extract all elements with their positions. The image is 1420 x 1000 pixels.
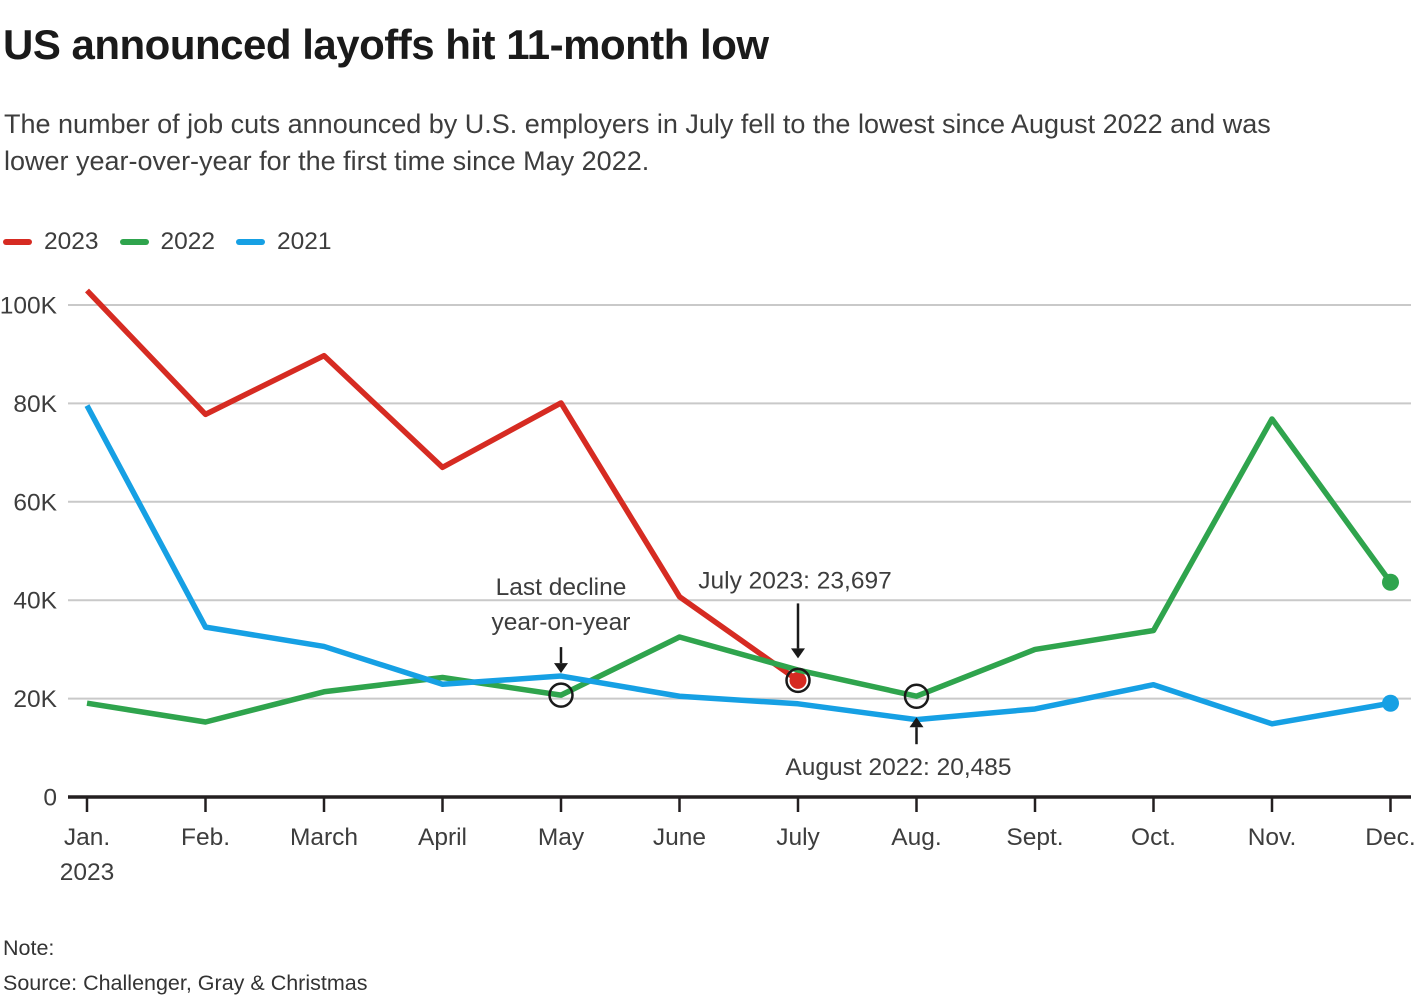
highlight-circle-2022-Aug.: [903, 683, 930, 709]
legend-swatch: [236, 239, 266, 245]
annotation-text: August 2022: 20,485: [785, 754, 1011, 781]
legend-label: 2022: [160, 228, 216, 255]
series-end-dot-2022: [1382, 573, 1399, 591]
highlight-circle-2022-May: [548, 682, 574, 708]
annotation-august-2022: August 2022: 20,485: [785, 717, 1012, 781]
legend-item-2021: 2021: [236, 228, 332, 256]
series-line-2023: [85, 288, 800, 683]
x-tick-label: June: [653, 824, 706, 851]
page-title: US announced layoffs hit 11-month low: [3, 21, 769, 68]
highlight-circle-2023-July: [785, 667, 811, 694]
annotation-text: July 2023: 23,697: [698, 567, 891, 594]
chart-subtitle: The number of job cuts announced by U.S.…: [4, 106, 1271, 180]
x-tick-label: March: [290, 824, 358, 851]
y-axis-labels: 100K 80K 60K 40K 20K 0: [0, 293, 58, 812]
annotation-arrow-head: [554, 663, 568, 674]
subtitle-line-1: The number of job cuts announced by U.S.…: [4, 109, 1271, 139]
legend-label: 2023: [44, 228, 99, 255]
y-tick-label: 20K: [13, 686, 57, 713]
x-tick-label: April: [418, 824, 467, 851]
x-tick-label: July: [776, 824, 820, 851]
chart-legend: 2023 2022 2021: [3, 228, 332, 256]
y-tick-label: 100K: [0, 293, 58, 320]
y-tick-label: 60K: [13, 489, 57, 516]
x-axis-ticks: [85, 798, 1392, 812]
x-tick-label: Feb.: [181, 824, 230, 851]
annotation-arrow-head: [909, 717, 924, 728]
x-axis-year-label: 2023: [60, 859, 115, 886]
x-tick-label: Sept.: [1006, 824, 1063, 851]
subtitle-line-2: lower year-over-year for the first time …: [4, 146, 650, 176]
source-credit: Source: Challenger, Gray & Christmas: [3, 971, 368, 995]
series-line-2022: [86, 416, 1393, 725]
annotation-text: Last decline: [496, 574, 627, 601]
y-tick-label: 40K: [13, 588, 57, 615]
x-tick-label: Nov.: [1248, 824, 1297, 851]
legend-label: 2021: [277, 228, 332, 255]
annotation-arrow-head: [791, 648, 805, 659]
x-tick-label: Oct.: [1131, 824, 1176, 851]
annotation-july-2023: July 2023: 23,697: [698, 567, 892, 659]
x-axis-labels: Jan. Feb. March April May June July Aug. Sept. Oc…: [60, 824, 1416, 886]
y-tick-label: 0: [43, 785, 57, 812]
x-tick-label: Jan.: [64, 824, 110, 851]
legend-swatch: [119, 239, 149, 245]
series-line-2021: [84, 404, 1391, 727]
note-label: Note:: [3, 936, 55, 960]
legend-swatch: [3, 239, 32, 245]
y-tick-label: 80K: [13, 391, 57, 418]
series-end-dot-2023: [789, 671, 807, 689]
x-tick-label: May: [538, 824, 585, 851]
legend-item-2022: 2022: [119, 228, 216, 256]
x-tick-label: Aug.: [891, 824, 941, 851]
series-end-dot-2021: [1382, 694, 1399, 712]
legend-item-2023: 2023: [3, 228, 99, 256]
x-tick-label: Dec.: [1365, 824, 1415, 851]
annotation-last-decline: Last decline year-on-year: [492, 574, 631, 674]
annotation-text: year-on-year: [492, 609, 631, 636]
